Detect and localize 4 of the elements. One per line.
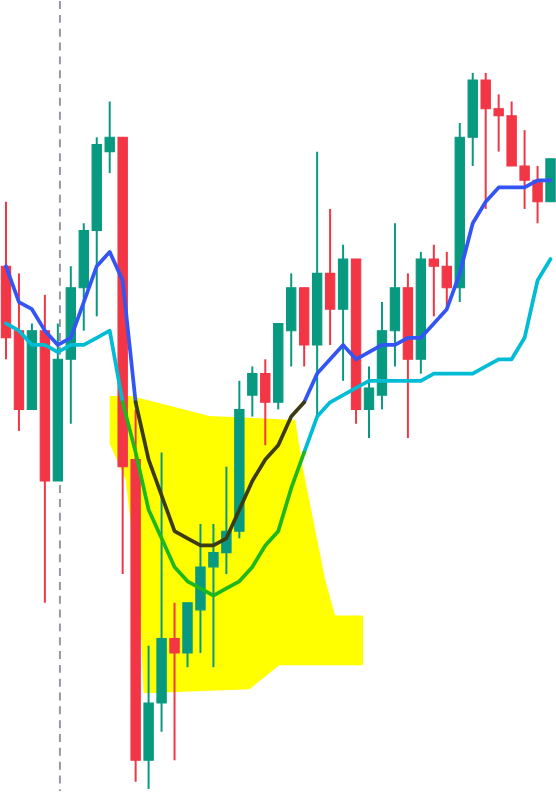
candlestick xyxy=(169,601,180,762)
candlestick xyxy=(324,207,336,346)
candlestick xyxy=(259,358,271,447)
candlestick xyxy=(246,365,258,418)
